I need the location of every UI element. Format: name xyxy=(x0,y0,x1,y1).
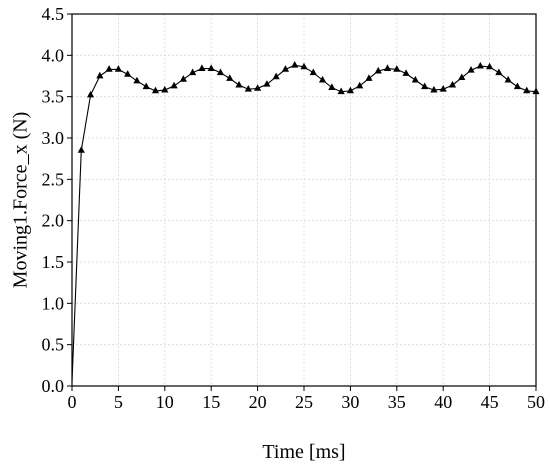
data-point-marker xyxy=(161,85,169,93)
x-tick-label: 20 xyxy=(249,392,267,412)
data-point-marker xyxy=(383,64,392,71)
data-point-marker xyxy=(151,86,160,94)
data-point-marker xyxy=(486,62,494,70)
x-tick-label: 15 xyxy=(202,392,220,412)
x-tick-label: 40 xyxy=(434,392,452,412)
data-point-marker xyxy=(142,82,150,90)
x-tick-label: 10 xyxy=(156,392,174,412)
x-tick-label: 50 xyxy=(527,392,545,412)
series xyxy=(71,61,540,382)
y-tick-label: 3.5 xyxy=(42,87,65,107)
y-tick-label: 0.0 xyxy=(42,376,65,396)
data-point-marker xyxy=(263,80,271,87)
x-tick-label: 30 xyxy=(341,392,359,412)
data-point-marker xyxy=(291,61,299,68)
data-point-marker xyxy=(430,85,438,93)
data-point-marker xyxy=(309,68,317,76)
y-tick-label: 0.5 xyxy=(42,335,65,355)
x-tick-label: 5 xyxy=(114,392,123,412)
data-point-marker xyxy=(393,65,401,72)
data-point-marker xyxy=(272,72,280,80)
data-point-marker xyxy=(337,87,345,95)
y-tick-label: 4.5 xyxy=(42,4,65,24)
grid xyxy=(72,14,536,386)
data-point-marker xyxy=(356,81,364,89)
tick-labels: 0 5 10 15 20 25 30 35 40 45 50 0.0 0.5 1.0 1.5 2.0 2.5 3.… xyxy=(42,4,546,412)
y-tick-label: 2.0 xyxy=(42,211,65,231)
x-tick-label: 25 xyxy=(295,392,313,412)
x-tick-label: 0 xyxy=(68,392,77,412)
data-point-marker xyxy=(458,73,466,81)
data-point-marker xyxy=(254,84,262,91)
ticks xyxy=(67,13,537,391)
data-point-marker xyxy=(235,80,243,88)
data-point-marker xyxy=(513,82,522,90)
data-point-marker xyxy=(318,75,327,83)
x-axis-label: Time [ms] xyxy=(262,441,345,463)
data-point-marker xyxy=(504,75,512,83)
data-point-marker xyxy=(421,82,429,90)
x-tick-label: 35 xyxy=(388,392,406,412)
y-tick-label: 1.5 xyxy=(42,252,65,272)
data-point-marker xyxy=(216,68,225,76)
data-point-marker xyxy=(328,83,336,90)
data-point-marker xyxy=(300,62,308,70)
data-point-marker xyxy=(448,80,457,88)
y-tick-label: 4.0 xyxy=(42,45,65,65)
data-point-marker xyxy=(402,69,410,76)
x-tick-label: 45 xyxy=(481,392,499,412)
data-point-marker xyxy=(365,74,373,81)
data-point-marker xyxy=(170,81,178,89)
data-point-marker xyxy=(281,65,290,72)
data-point-marker xyxy=(346,86,354,94)
data-point-marker xyxy=(179,75,187,82)
data-point-marker xyxy=(133,76,141,84)
y-axis-label: Moving1.Force_x (N) xyxy=(10,112,32,289)
data-point-marker xyxy=(439,85,447,92)
data-point-marker xyxy=(495,68,503,76)
data-point-marker xyxy=(476,61,484,69)
data-point-marker xyxy=(114,65,122,72)
data-point-marker xyxy=(96,71,104,79)
y-tick-label: 1.0 xyxy=(42,293,65,313)
data-point-marker xyxy=(86,90,95,98)
data-point-marker xyxy=(124,70,132,77)
data-point-marker xyxy=(411,75,419,83)
data-point-marker xyxy=(467,66,475,73)
y-tick-label: 3.0 xyxy=(42,128,65,148)
data-point-marker xyxy=(77,146,85,153)
data-point-marker xyxy=(244,85,252,92)
data-point-marker xyxy=(226,74,234,81)
data-point-marker xyxy=(105,65,113,72)
data-point-marker xyxy=(189,68,197,76)
data-point-marker xyxy=(374,66,382,74)
y-tick-label: 2.5 xyxy=(42,169,65,189)
data-point-marker xyxy=(207,64,215,71)
data-point-marker xyxy=(523,86,531,94)
data-point-marker xyxy=(198,64,206,71)
